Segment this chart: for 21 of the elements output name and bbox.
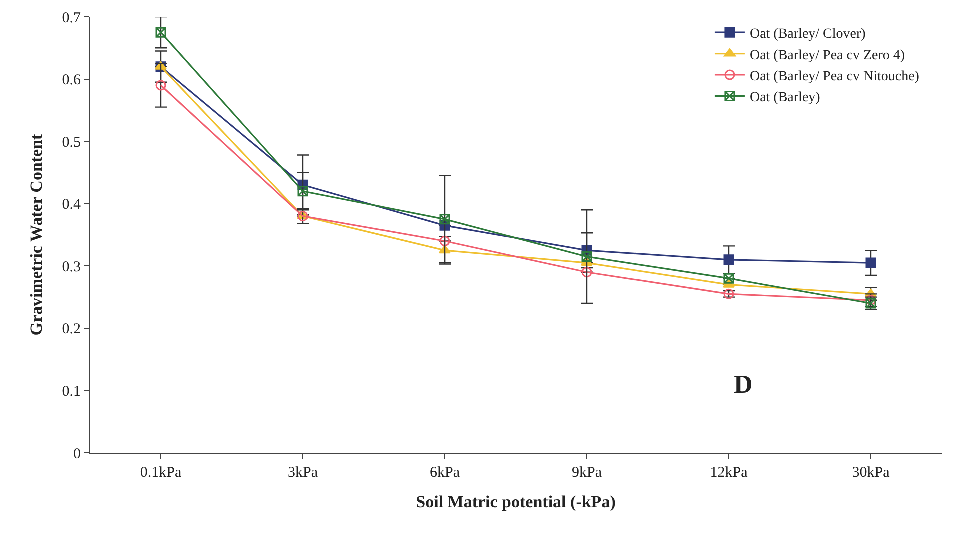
y-tick-label: 0.6 <box>62 72 82 89</box>
y-axis-title: Gravimetric Water Content <box>26 134 46 336</box>
legend-label: Oat (Barley) <box>750 90 821 106</box>
annotation: D <box>734 370 753 399</box>
x-tick-label: 30kPa <box>852 465 890 481</box>
y-tick-label: 0.3 <box>62 259 81 276</box>
y-tick-label: 0.7 <box>62 10 82 26</box>
y-tick-label: 0 <box>74 446 81 462</box>
legend-label: Oat (Barley/ Pea cv Nitouche) <box>750 69 920 84</box>
y-tick-label: 0.4 <box>62 197 82 214</box>
legend-label: Oat (Barley/ Pea cv Zero 4) <box>750 48 906 64</box>
y-tick-label: 0.2 <box>62 322 81 338</box>
x-tick-label: 3kPa <box>288 465 318 481</box>
y-tick-label: 0.1 <box>62 384 81 400</box>
x-tick-label: 9kPa <box>572 465 602 481</box>
legend-label: Oat (Barley/ Clover) <box>750 27 866 42</box>
x-tick-label: 6kPa <box>430 465 460 481</box>
x-tick-label: 12kPa <box>710 465 748 481</box>
x-tick-label: 0.1kPa <box>140 465 182 481</box>
x-axis-title: Soil Matric potential (-kPa) <box>416 492 616 512</box>
y-tick-label: 0.5 <box>62 134 81 151</box>
